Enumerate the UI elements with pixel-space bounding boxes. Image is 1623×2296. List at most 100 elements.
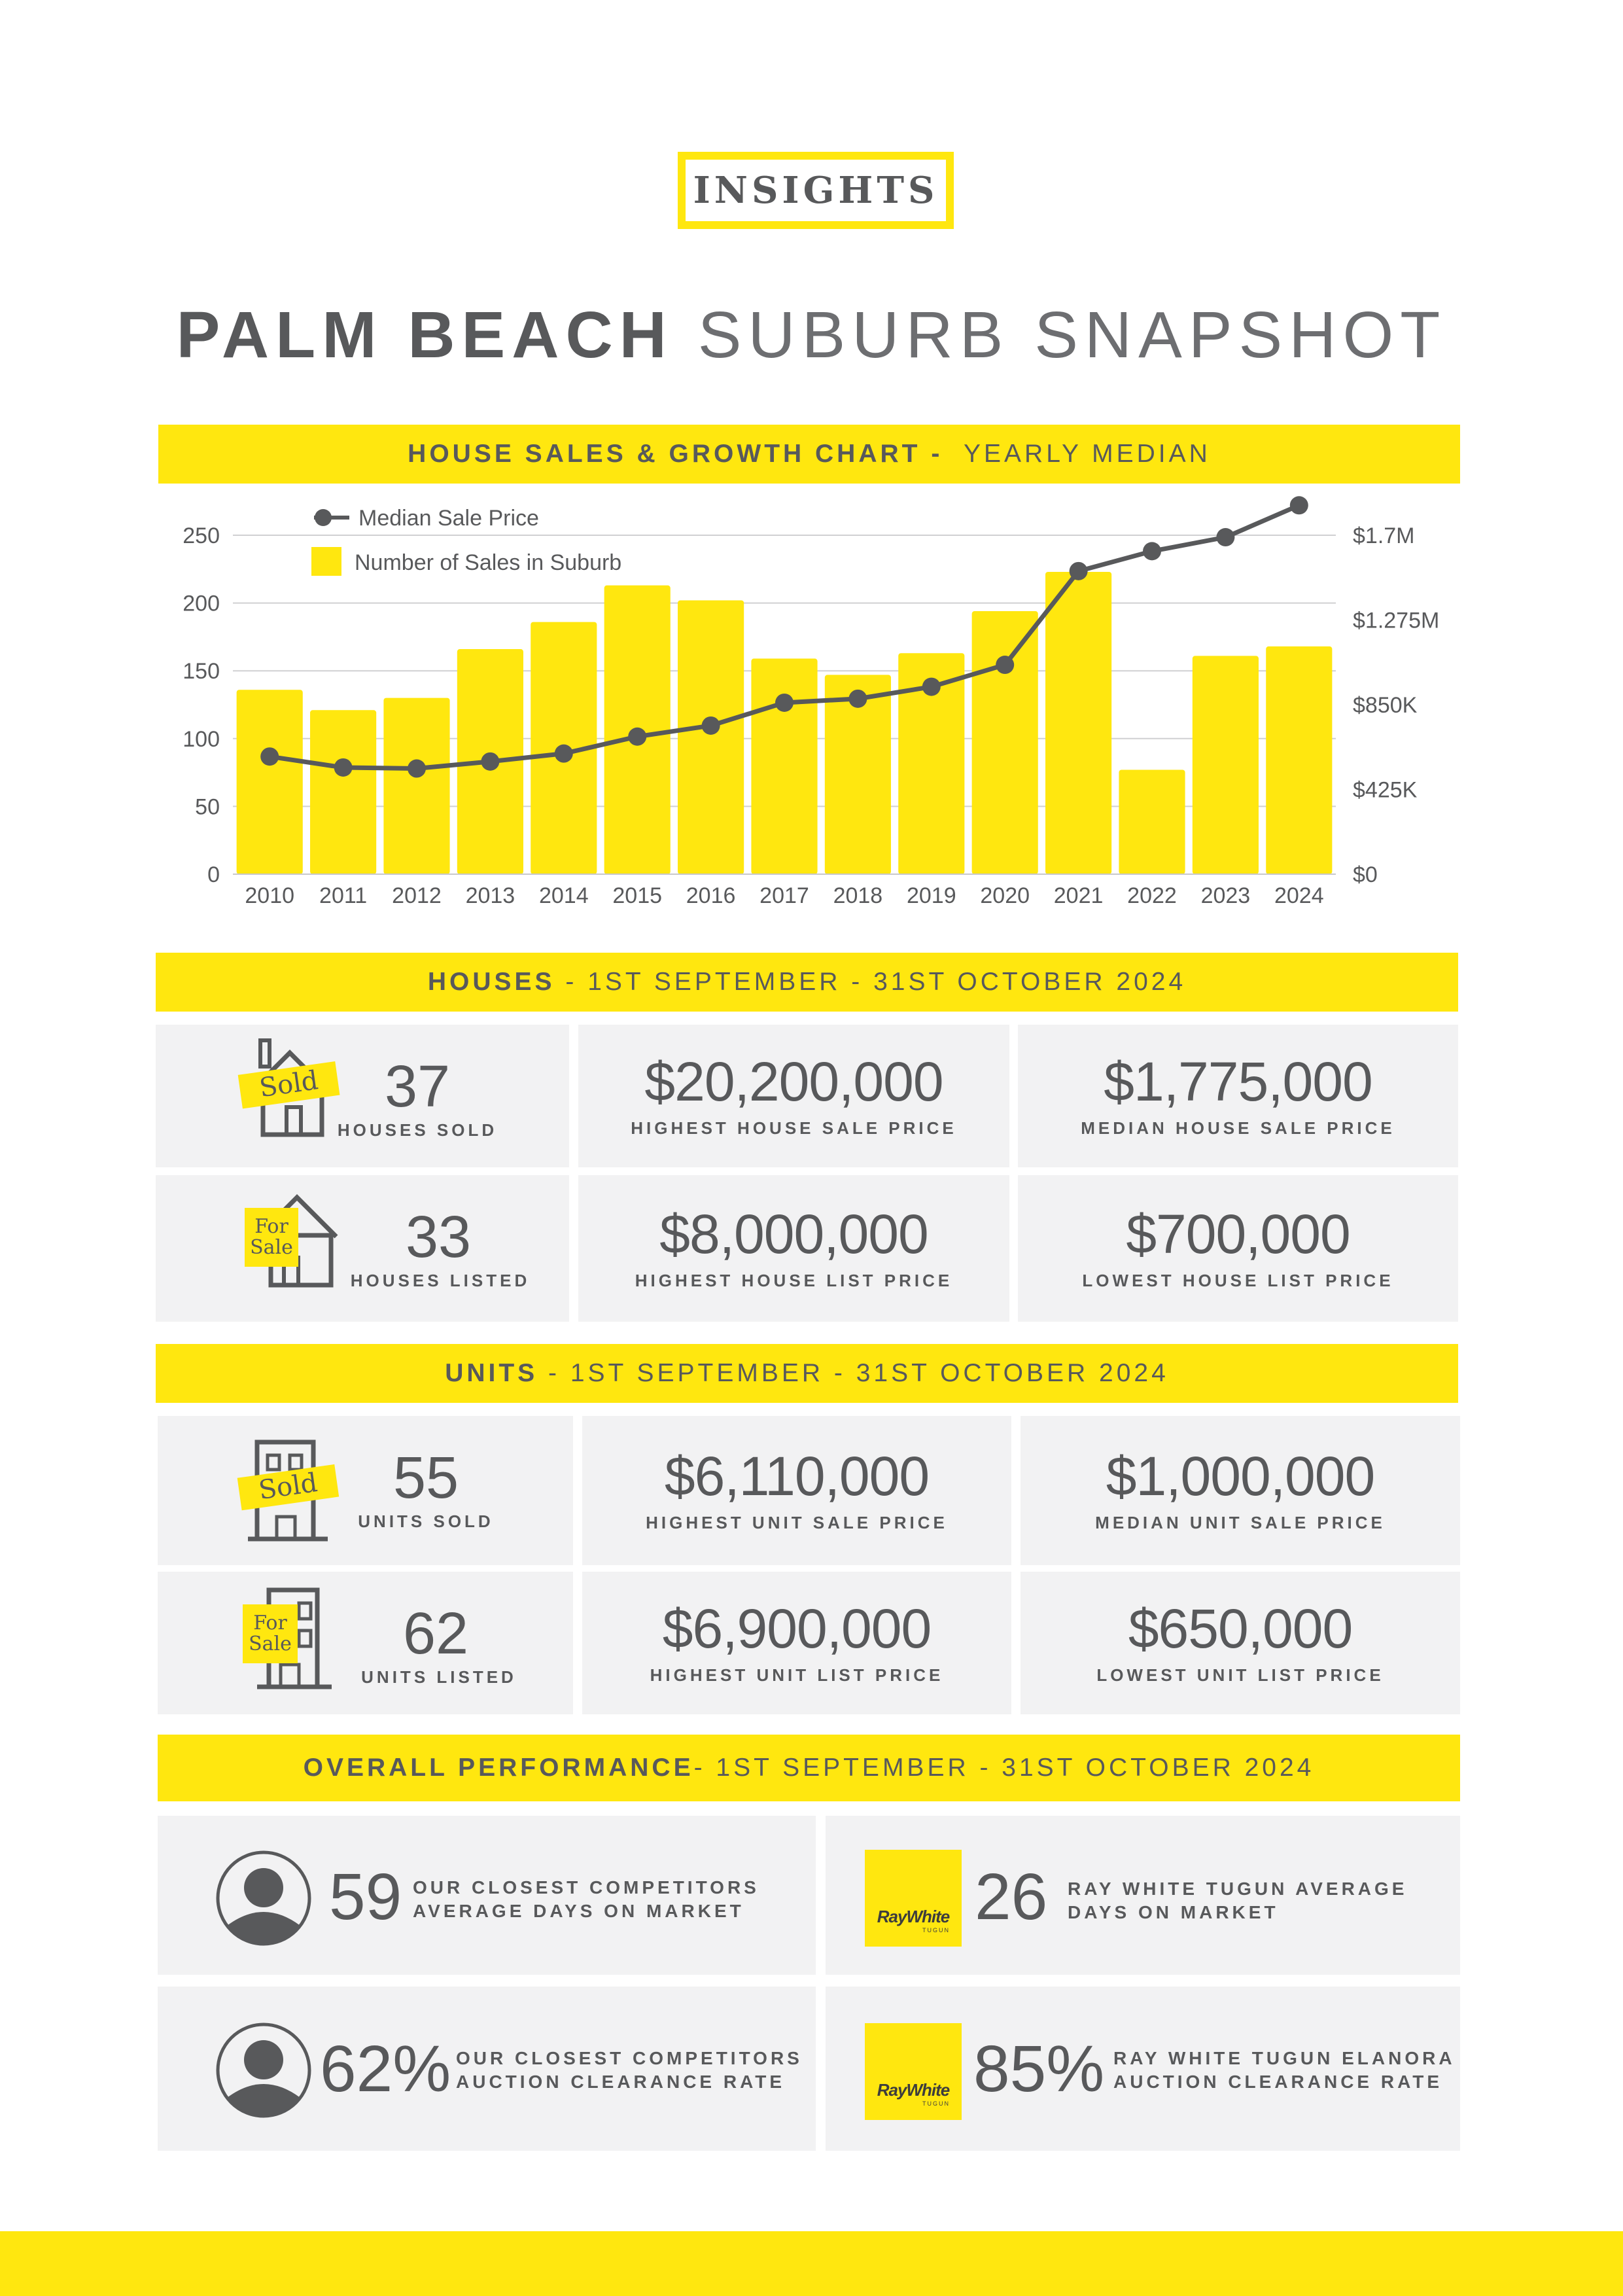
x-axis-label: 2014	[539, 883, 589, 908]
units-header-bold: UNITS	[445, 1359, 538, 1387]
left-axis-tick: 100	[183, 727, 220, 752]
unit-for-sale-icon: For Sale	[243, 1587, 332, 1689]
competitor-clearance-cell: 62% OUR CLOSEST COMPETITORS AUCTION CLEA…	[158, 1987, 816, 2151]
price-point	[848, 689, 867, 708]
price-point	[554, 744, 573, 763]
competitor-clearance-label-line1: OUR CLOSEST COMPETITORS	[456, 2048, 803, 2068]
price-point	[1216, 528, 1235, 547]
raywhite-clearance-label-line1: RAY WHITE TUGUN ELANORA	[1113, 2048, 1456, 2068]
competitor-days-label-line2: AVERAGE DAYS ON MARKET	[413, 1901, 744, 1922]
competitor-days-cell: 59 OUR CLOSEST COMPETITORS AVERAGE DAYS …	[158, 1816, 816, 1975]
person-icon	[216, 2022, 311, 2118]
competitor-days-label-line1: OUR CLOSEST COMPETITORS	[413, 1877, 759, 1898]
raywhite-clearance-cell: RayWhite TUGUN 85% RAY WHITE TUGUN ELANO…	[826, 1987, 1460, 2151]
person-icon	[216, 1850, 311, 1946]
highest-unit-sale-label: HIGHEST UNIT SALE PRICE	[646, 1512, 948, 1532]
median-unit-sale-label: MEDIAN UNIT SALE PRICE	[1095, 1512, 1386, 1532]
bar	[383, 698, 450, 874]
unit-for-sale-tag-line2: Sale	[249, 1633, 292, 1655]
units-header-light: - 1ST SEPTEMBER - 31ST OCTOBER 2024	[548, 1359, 1169, 1387]
price-point	[334, 758, 353, 777]
competitor-days-value: 59	[329, 1860, 402, 1934]
insights-badge: INSIGHTS	[678, 152, 954, 229]
chart-svg: 0 50 100 150 200 250 $0 $425K $850K $1.275M $1.7M 2…	[183, 496, 1439, 908]
footer-bar	[0, 2231, 1623, 2296]
bar	[1192, 656, 1259, 874]
ray-white-logo-sub: TUGUN	[922, 1927, 950, 1934]
raywhite-days-label: RAY WHITE TUGUN AVERAGE DAYS ON MARKET	[1068, 1877, 1460, 1925]
units-listed-value: 62	[402, 1601, 469, 1667]
houses-sold-label: HOUSES SOLD	[337, 1120, 498, 1140]
price-point	[481, 752, 500, 771]
competitor-clearance-value: 62%	[320, 2032, 451, 2106]
insights-label: INSIGHTS	[693, 169, 939, 212]
chart-header-bold: HOUSE SALES & GROWTH CHART -	[408, 440, 943, 468]
median-unit-sale-value: $1,000,000	[1106, 1445, 1375, 1507]
x-axis-label: 2023	[1201, 883, 1251, 908]
ray-white-logo: RayWhite TUGUN	[865, 1850, 962, 1947]
highest-unit-list-cell: $6,900,000 HIGHEST UNIT LIST PRICE	[582, 1572, 1011, 1714]
bar	[1266, 646, 1333, 874]
title-suburb: PALM BEACH	[176, 298, 673, 372]
houses-listed-cell: For Sale 33 HOUSES LISTED	[156, 1175, 569, 1322]
x-axis-label: 2017	[759, 883, 809, 908]
ray-white-logo-sub: TUGUN	[922, 2100, 950, 2107]
median-house-sale-label: MEDIAN HOUSE SALE PRICE	[1081, 1118, 1395, 1138]
right-axis-tick: $1.7M	[1353, 523, 1415, 548]
highest-house-sale-label: HIGHEST HOUSE SALE PRICE	[631, 1118, 957, 1138]
price-point	[996, 656, 1015, 675]
units-header: UNITS - 1ST SEPTEMBER - 31ST OCTOBER 202…	[156, 1344, 1458, 1403]
legend-median-sale-price: Median Sale Price	[358, 506, 539, 531]
sales-growth-chart: 0 50 100 150 200 250 $0 $425K $850K $1.275M $1.7M 2…	[0, 484, 1623, 929]
x-axis-label: 2020	[980, 883, 1030, 908]
x-axis-label: 2024	[1274, 883, 1324, 908]
competitor-clearance-label-line2: AUCTION CLEARANCE RATE	[456, 2072, 786, 2093]
bar	[310, 710, 377, 874]
bar	[678, 600, 744, 874]
highest-house-list-value: $8,000,000	[659, 1203, 928, 1265]
price-point	[628, 727, 647, 746]
raywhite-clearance-value: 85%	[973, 2032, 1105, 2106]
bar	[1119, 769, 1185, 874]
right-axis-tick: $850K	[1353, 693, 1418, 718]
x-axis-label: 2016	[686, 883, 736, 908]
overall-header-bold: OVERALL PERFORMANCE	[303, 1754, 694, 1782]
lowest-house-list-value: $700,000	[1126, 1203, 1350, 1265]
left-axis-tick: 250	[183, 523, 220, 548]
price-point	[922, 677, 941, 696]
overall-header-light: - 1ST SEPTEMBER - 31ST OCTOBER 2024	[693, 1754, 1315, 1782]
house-for-sale-icon: For Sale	[245, 1194, 338, 1288]
for-sale-tag-line1: For	[254, 1215, 288, 1238]
price-point	[260, 747, 279, 766]
lowest-unit-list-value: $650,000	[1128, 1597, 1353, 1659]
median-unit-sale-cell: $1,000,000 MEDIAN UNIT SALE PRICE	[1021, 1416, 1460, 1565]
houses-sold-value: 37	[384, 1054, 451, 1120]
units-sold-value: 55	[393, 1445, 459, 1511]
highest-unit-sale-cell: $6,110,000 HIGHEST UNIT SALE PRICE	[582, 1416, 1011, 1565]
houses-header-light: - 1ST SEPTEMBER - 31ST OCTOBER 2024	[565, 968, 1187, 996]
raywhite-days-value: 26	[975, 1860, 1048, 1934]
units-sold-cell: Sold 55 UNITS SOLD	[158, 1416, 573, 1565]
lowest-unit-list-label: LOWEST UNIT LIST PRICE	[1096, 1665, 1384, 1685]
price-point	[1289, 496, 1308, 515]
x-axis-label: 2012	[392, 883, 442, 908]
raywhite-days-label-line1: RAY WHITE TUGUN AVERAGE	[1068, 1879, 1408, 1899]
legend-bar-swatch	[311, 547, 341, 576]
chart-header-light: YEARLY MEDIAN	[964, 440, 1211, 468]
unit-sold-icon: Sold	[237, 1439, 340, 1542]
for-sale-tag-line2: Sale	[250, 1236, 293, 1259]
overall-header: OVERALL PERFORMANCE - 1ST SEPTEMBER - 31S…	[158, 1735, 1460, 1801]
ray-white-logo-name: RayWhite	[877, 2080, 950, 2100]
houses-listed-label: HOUSES LISTED	[350, 1271, 531, 1290]
price-point	[408, 759, 426, 778]
lowest-unit-list-cell: $650,000 LOWEST UNIT LIST PRICE	[1021, 1572, 1460, 1714]
units-listed-label: UNITS LISTED	[361, 1667, 517, 1687]
bar	[1045, 571, 1112, 874]
raywhite-days-cell: RayWhite TUGUN 26 RAY WHITE TUGUN AVERAG…	[826, 1816, 1460, 1975]
median-house-sale-cell: $1,775,000 MEDIAN HOUSE SALE PRICE	[1018, 1025, 1458, 1167]
highest-house-list-cell: $8,000,000 HIGHEST HOUSE LIST PRICE	[578, 1175, 1009, 1322]
x-axis-label: 2010	[245, 883, 294, 908]
raywhite-clearance-label: RAY WHITE TUGUN ELANORA AUCTION CLEARANC…	[1113, 2047, 1506, 2094]
x-axis-label: 2022	[1127, 883, 1177, 908]
highest-house-sale-value: $20,200,000	[644, 1050, 943, 1112]
